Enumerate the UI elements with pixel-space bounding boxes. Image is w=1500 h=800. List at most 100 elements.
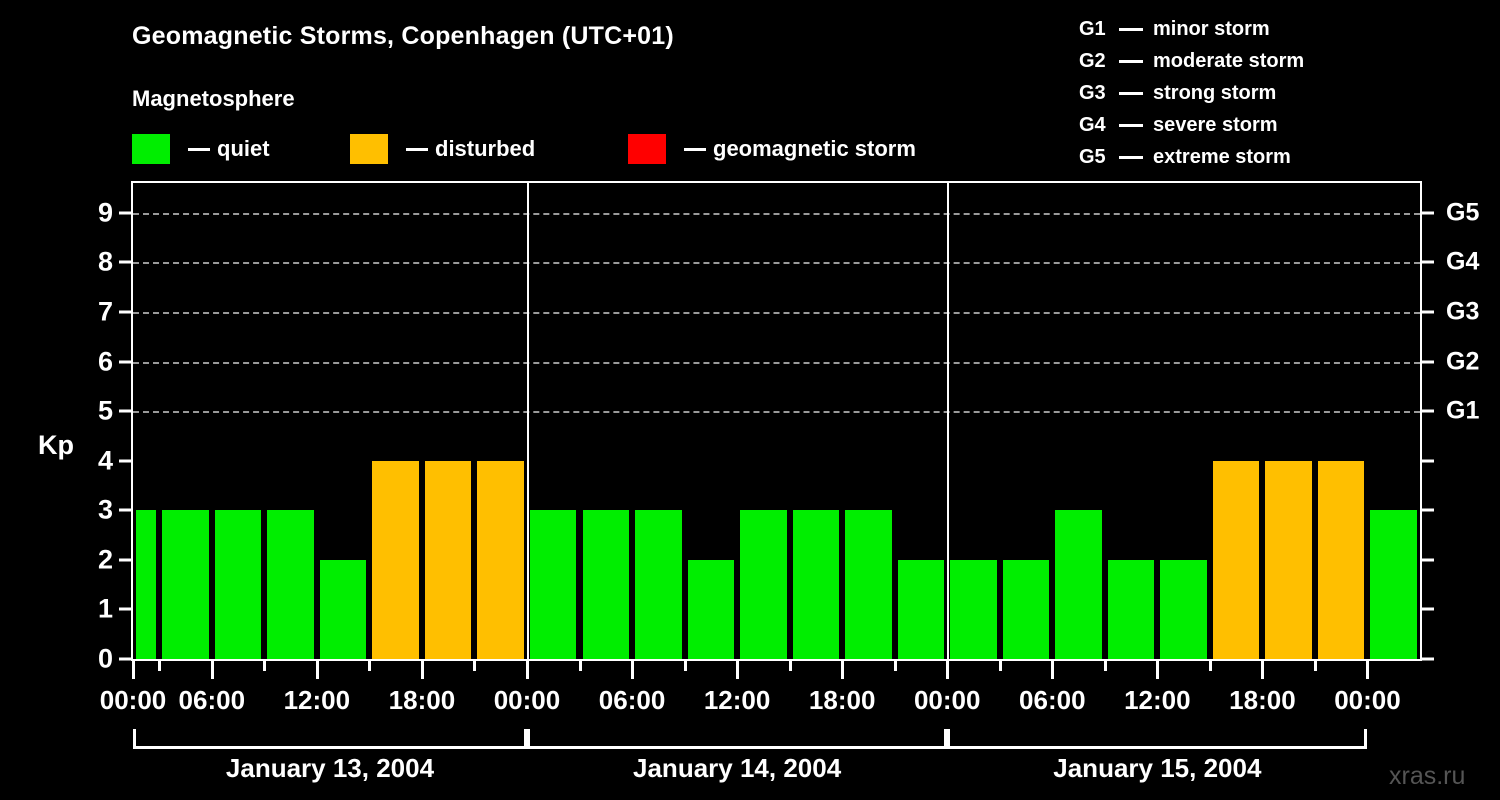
day-bracket <box>947 729 1368 749</box>
right-tick-label-g3: G3 <box>1446 297 1480 326</box>
bar[interactable] <box>214 510 262 659</box>
y-tick-label: 3 <box>97 494 113 525</box>
bar[interactable] <box>792 510 840 659</box>
y-tick-label: 8 <box>97 246 113 277</box>
g-scale-label: severe storm <box>1153 113 1278 136</box>
x-tick <box>210 661 214 679</box>
bar[interactable] <box>1002 559 1050 659</box>
bar[interactable] <box>1107 559 1155 659</box>
x-tick <box>946 661 950 679</box>
y-tick-label: 5 <box>97 395 113 426</box>
x-tick <box>788 661 792 671</box>
gridline-kp-5 <box>133 411 1420 414</box>
x-tick-label: 00:00 <box>913 685 981 715</box>
y-tick <box>119 508 131 512</box>
day-separator <box>526 183 529 659</box>
bar[interactable] <box>740 510 787 659</box>
x-tick <box>1103 661 1107 671</box>
x-tick-label: 00:00 <box>493 685 561 715</box>
bar[interactable] <box>897 559 945 659</box>
plot-area <box>131 181 1422 661</box>
bar[interactable] <box>267 510 314 659</box>
x-tick <box>315 661 319 679</box>
x-tick-label: 06:00 <box>1019 685 1086 715</box>
x-tick <box>1261 661 1265 679</box>
legend-item-geomagnetic-storm: geomagnetic storm <box>628 134 916 164</box>
y-axis-title: Kp <box>38 430 74 460</box>
bar[interactable] <box>1265 460 1312 659</box>
x-tick-label: 06:00 <box>178 685 246 715</box>
g-scale-row-g2: G2 moderate storm <box>1079 45 1304 77</box>
y-tick-label: 1 <box>97 593 113 624</box>
bar[interactable] <box>1055 510 1102 659</box>
g-scale-label: minor storm <box>1153 17 1270 40</box>
y-tick-label: 2 <box>97 544 113 575</box>
g-scale-dash-icon <box>1119 27 1143 31</box>
x-tick <box>893 661 897 671</box>
x-tick <box>841 661 845 679</box>
bar[interactable] <box>950 559 997 659</box>
day-label: January 13, 2004 <box>225 753 435 783</box>
right-tick <box>1422 508 1434 512</box>
x-tick-label: 18:00 <box>1229 685 1296 715</box>
x-tick <box>683 661 687 671</box>
legend-dash-icon <box>406 147 428 151</box>
g-scale-label: strong storm <box>1153 81 1277 104</box>
bar[interactable] <box>1160 559 1207 659</box>
g-scale-legend: G1 minor storm G2 moderate storm G3 strong st… <box>1079 13 1304 173</box>
bar[interactable] <box>529 510 577 659</box>
bar[interactable] <box>136 510 157 659</box>
gridline-kp-8 <box>133 262 1420 265</box>
y-tick <box>119 409 131 413</box>
x-tick-label: 18:00 <box>388 685 456 715</box>
right-tick-label-g5: G5 <box>1446 198 1480 227</box>
g-scale-dash-icon <box>1119 155 1143 159</box>
bar[interactable] <box>845 510 892 659</box>
bar[interactable] <box>582 510 630 659</box>
y-tick <box>119 310 131 314</box>
bar[interactable] <box>372 460 419 659</box>
plot-inner <box>133 183 1420 659</box>
bar[interactable] <box>635 510 682 659</box>
bar[interactable] <box>424 460 472 659</box>
legend-swatch-quiet <box>132 134 170 164</box>
g-scale-label: moderate storm <box>1153 49 1305 72</box>
x-tick <box>736 661 740 679</box>
x-tick <box>473 661 477 671</box>
bar[interactable] <box>162 510 209 659</box>
g-scale-code: G3 <box>1079 81 1106 104</box>
x-tick <box>263 661 267 671</box>
bar[interactable] <box>477 460 524 659</box>
g-scale-row-g1: G1 minor storm <box>1079 13 1304 45</box>
x-tick <box>1156 661 1160 679</box>
x-tick-label: 00:00 <box>1334 685 1401 715</box>
legend-swatch-geomagnetic-storm <box>628 134 666 164</box>
right-tick-label-g1: G1 <box>1446 396 1480 425</box>
x-tick-label: 00:00 <box>99 685 167 715</box>
x-tick <box>132 661 135 679</box>
y-tick-label: 7 <box>97 296 113 327</box>
x-tick <box>1208 661 1212 671</box>
y-tick-label: 6 <box>97 346 113 376</box>
bar[interactable] <box>1317 460 1365 659</box>
bar[interactable] <box>1370 510 1417 659</box>
y-tick <box>119 260 131 264</box>
right-tick <box>1422 211 1434 215</box>
bar[interactable] <box>1212 460 1260 659</box>
g-scale-dash-icon <box>1119 59 1143 63</box>
y-tick-label: 4 <box>97 445 113 476</box>
y-tick <box>119 360 131 363</box>
g-scale-label: extreme storm <box>1153 145 1291 168</box>
x-tick-label: 06:00 <box>598 685 666 715</box>
g-scale-code: G4 <box>1079 113 1106 136</box>
gridline-kp-7 <box>133 311 1420 314</box>
bar[interactable] <box>319 559 367 659</box>
right-tick <box>1422 607 1434 611</box>
legend-item-quiet: quiet <box>132 134 270 164</box>
g-scale-row-g5: G5 extreme storm <box>1079 141 1304 173</box>
right-tick <box>1422 310 1434 314</box>
x-tick-label: 12:00 <box>1124 685 1191 715</box>
right-tick-label-g4: G4 <box>1446 247 1480 276</box>
bar[interactable] <box>687 559 735 659</box>
